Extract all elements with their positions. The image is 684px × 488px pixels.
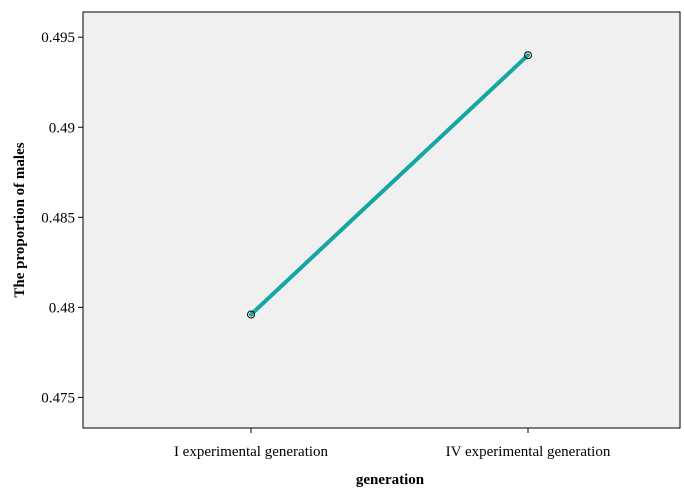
data-point-2 [524,51,532,60]
x-tick-label: IV experimental generation [446,444,611,460]
series-group [247,51,532,319]
y-tick-label: 0.485 [41,210,75,226]
x-axis-title: generation [356,472,425,488]
series-line [249,53,530,317]
y-tick-label: 0.49 [49,120,75,136]
y-axis: 0.475 0.48 0.485 0.49 0.495 [41,30,83,406]
y-tick-label: 0.495 [41,30,75,46]
x-axis: I experimental generation IV experimental… [174,428,611,460]
y-tick-label: 0.475 [41,390,75,406]
data-point-1 [247,310,255,319]
y-axis-title: The proportion of males [12,142,28,297]
x-tick-label: I experimental generation [174,444,329,460]
y-tick-label: 0.48 [49,300,75,316]
plot-area [82,11,681,429]
